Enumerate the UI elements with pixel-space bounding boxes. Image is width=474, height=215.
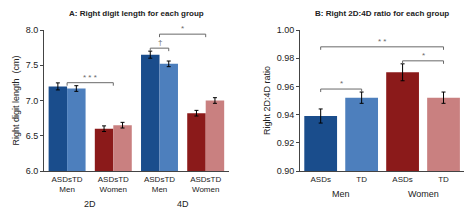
svg-text:6.0: 6.0 xyxy=(26,166,39,176)
svg-text:* * *: * * * xyxy=(83,73,97,82)
svg-text:7.0: 7.0 xyxy=(26,96,39,106)
svg-text:7.5: 7.5 xyxy=(26,60,39,70)
svg-text:*: * xyxy=(181,24,184,33)
svg-text:ASDsTDMen: ASDsTDMen xyxy=(144,175,175,194)
svg-text:0.90: 0.90 xyxy=(277,166,295,176)
svg-text:6.5: 6.5 xyxy=(26,131,39,141)
svg-text:ASDsTDMen: ASDsTDMen xyxy=(52,175,83,194)
svg-text:Men: Men xyxy=(332,189,350,199)
svg-text:ASDsTDWomen: ASDsTDWomen xyxy=(190,175,221,194)
svg-text:* *: * * xyxy=(378,37,386,46)
svg-text:4D: 4D xyxy=(177,199,189,209)
svg-text:ASDsTDWomen: ASDsTDWomen xyxy=(98,175,129,194)
svg-text:Right digit length (cm): Right digit length (cm) xyxy=(11,55,21,145)
svg-text:1.00: 1.00 xyxy=(277,25,295,35)
svg-text:Right 2D:4D ratio: Right 2D:4D ratio xyxy=(262,66,272,135)
svg-text:0.94: 0.94 xyxy=(277,110,295,120)
svg-text:TD: TD xyxy=(356,175,367,184)
svg-text:8.0: 8.0 xyxy=(26,25,39,35)
svg-text:0.98: 0.98 xyxy=(277,53,295,63)
svg-text:ASDs: ASDs xyxy=(392,175,412,184)
svg-text:0.96: 0.96 xyxy=(277,82,295,92)
svg-text:ASDs: ASDs xyxy=(310,175,330,184)
svg-text:2D: 2D xyxy=(84,199,96,209)
svg-text:A: Right digit length for each: A: Right digit length for each group xyxy=(69,9,204,18)
svg-text:B: Right 2D:4D ratio for each: B: Right 2D:4D ratio for each group xyxy=(315,9,449,18)
svg-text:†: † xyxy=(158,38,162,47)
svg-text:*: * xyxy=(340,79,343,88)
svg-text:0.92: 0.92 xyxy=(277,138,295,148)
svg-text:Women: Women xyxy=(408,189,439,199)
svg-text:TD: TD xyxy=(438,175,449,184)
svg-text:*: * xyxy=(422,51,425,60)
